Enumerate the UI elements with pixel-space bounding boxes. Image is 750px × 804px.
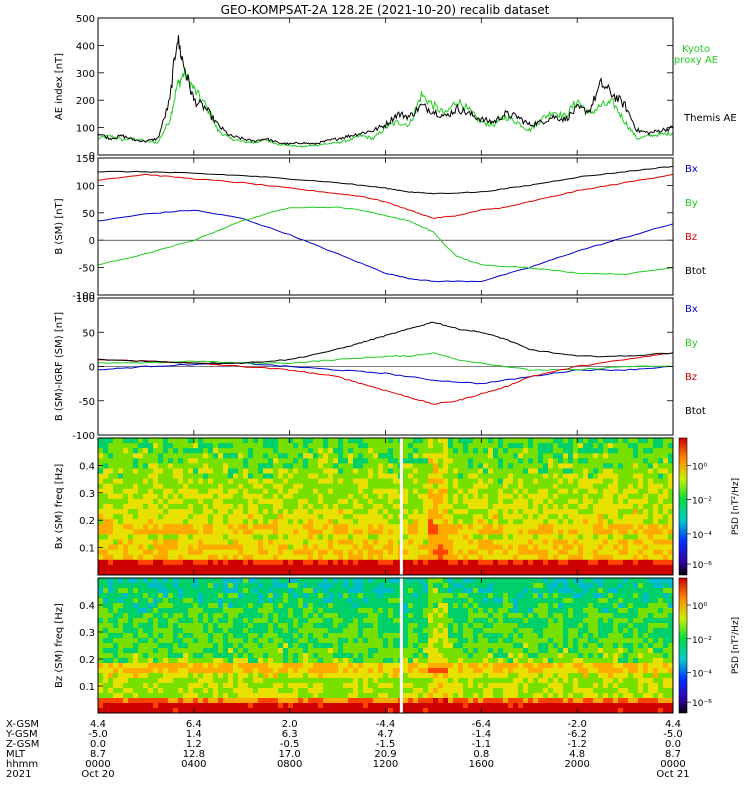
y-tick-label: 0.2 xyxy=(79,655,95,666)
y-tick-label: 0.1 xyxy=(79,544,95,555)
legend-label: Bz xyxy=(685,232,697,243)
colorbar-label: PSD [nT²/Hz] xyxy=(731,617,741,674)
series-line-kyoto-proxy-ae xyxy=(98,68,673,147)
y-tick-label: 200 xyxy=(76,96,95,107)
x-axis-value: 0800 xyxy=(277,759,302,770)
y-axis-label: Bx (SM) freq [Hz] xyxy=(54,464,65,550)
legend-label: Bz xyxy=(685,372,697,383)
series-line-btot xyxy=(98,166,673,194)
colorbar-tick-label: 10⁰ xyxy=(692,462,707,472)
y-tick-label: 0.2 xyxy=(79,516,95,527)
y-axis-label: B (SM) [nT] xyxy=(54,198,65,254)
y-tick-label: -100 xyxy=(72,431,95,442)
page-title: GEO-KOMPSAT-2A 128.2E (2021-10-20) recal… xyxy=(221,3,550,17)
y-tick-label: -50 xyxy=(79,264,95,275)
data-gap xyxy=(400,438,403,575)
x-axis-row-label: 2021 xyxy=(6,769,31,780)
y-tick-label: 150 xyxy=(76,154,95,165)
legend-label: Kyoto xyxy=(682,44,710,55)
series-line-btot xyxy=(98,322,673,363)
y-tick-label: 50 xyxy=(82,209,95,220)
y-tick-label: 0 xyxy=(89,236,95,247)
colorbar-tick-label: 10⁻² xyxy=(692,636,712,646)
y-axis-label: Bz (SM) freq [Hz] xyxy=(54,603,65,688)
legend-label: Themis AE xyxy=(683,113,737,124)
colorbar xyxy=(679,438,687,575)
legend-label: Bx xyxy=(685,164,698,175)
y-axis-label: AE index [nT] xyxy=(54,53,65,120)
panel-bx_psd: 10⁰ 10⁻² 10⁻⁴ 10⁻⁶ PSD [nT²/Hz] 0.1 0.2 0.3 0.4 B… xyxy=(54,438,741,575)
y-tick-label: 50 xyxy=(82,328,95,339)
series-line-bz xyxy=(98,174,673,218)
y-tick-label: 400 xyxy=(76,41,95,52)
data-gap xyxy=(400,578,403,713)
panel-bz_psd: 10⁰ 10⁻² 10⁻⁴ 10⁻⁶ PSD [nT²/Hz] 0.1 0.2 0.3 0.4 B… xyxy=(54,578,741,713)
x-axis-value: 2000 xyxy=(564,759,589,770)
x-axis-value: Oct 21 xyxy=(656,769,689,780)
series-line-bx xyxy=(98,210,673,282)
legend-label: proxy AE xyxy=(674,55,718,66)
colorbar-label: PSD [nT²/Hz] xyxy=(731,478,741,535)
colorbar xyxy=(679,578,687,713)
legend-label: Btot xyxy=(685,406,706,417)
y-tick-label: 500 xyxy=(76,14,95,25)
y-tick-label: -50 xyxy=(79,397,95,408)
y-tick-label: 0.3 xyxy=(79,489,95,500)
legend-label: Bx xyxy=(685,304,698,315)
series-line-by xyxy=(98,207,673,275)
y-tick-label: 0.3 xyxy=(79,628,95,639)
y-axis-label: B (SM)-IGRF (SM) [nT] xyxy=(54,312,65,421)
x-axis-value: 1200 xyxy=(373,759,398,770)
series-line-bz xyxy=(98,353,673,404)
y-tick-label: 100 xyxy=(76,181,95,192)
y-tick-label: 100 xyxy=(76,124,95,135)
colorbar-tick-label: 10⁻⁴ xyxy=(692,531,712,541)
y-tick-label: 0 xyxy=(89,363,95,374)
panel-frame xyxy=(98,18,673,155)
legend-label: By xyxy=(685,338,698,349)
colorbar-tick-label: 10⁻⁴ xyxy=(692,670,712,680)
y-tick-label: 100 xyxy=(76,294,95,305)
x-axis-value: 1600 xyxy=(469,759,494,770)
series-line-themis-ae xyxy=(98,35,673,144)
legend-label: Btot xyxy=(685,266,706,277)
y-tick-label: 0.4 xyxy=(79,461,95,472)
colorbar-tick-label: 10⁻⁶ xyxy=(692,561,712,571)
x-axis-value: Oct 20 xyxy=(81,769,114,780)
panel-bdiff: -100 -50 0 50 100 Bx By Bz Btot B (SM)-IGRF (SM) … xyxy=(54,294,706,442)
legend-label: By xyxy=(685,198,698,209)
y-tick-label: 300 xyxy=(76,69,95,80)
y-tick-label: 0.4 xyxy=(79,601,95,612)
colorbar-tick-label: 10⁻² xyxy=(692,497,712,507)
colorbar-tick-label: 10⁰ xyxy=(692,602,707,612)
y-tick-label: 0.1 xyxy=(79,682,95,693)
colorbar-tick-label: 10⁻⁶ xyxy=(692,699,712,709)
x-axis-value: 0400 xyxy=(181,759,206,770)
